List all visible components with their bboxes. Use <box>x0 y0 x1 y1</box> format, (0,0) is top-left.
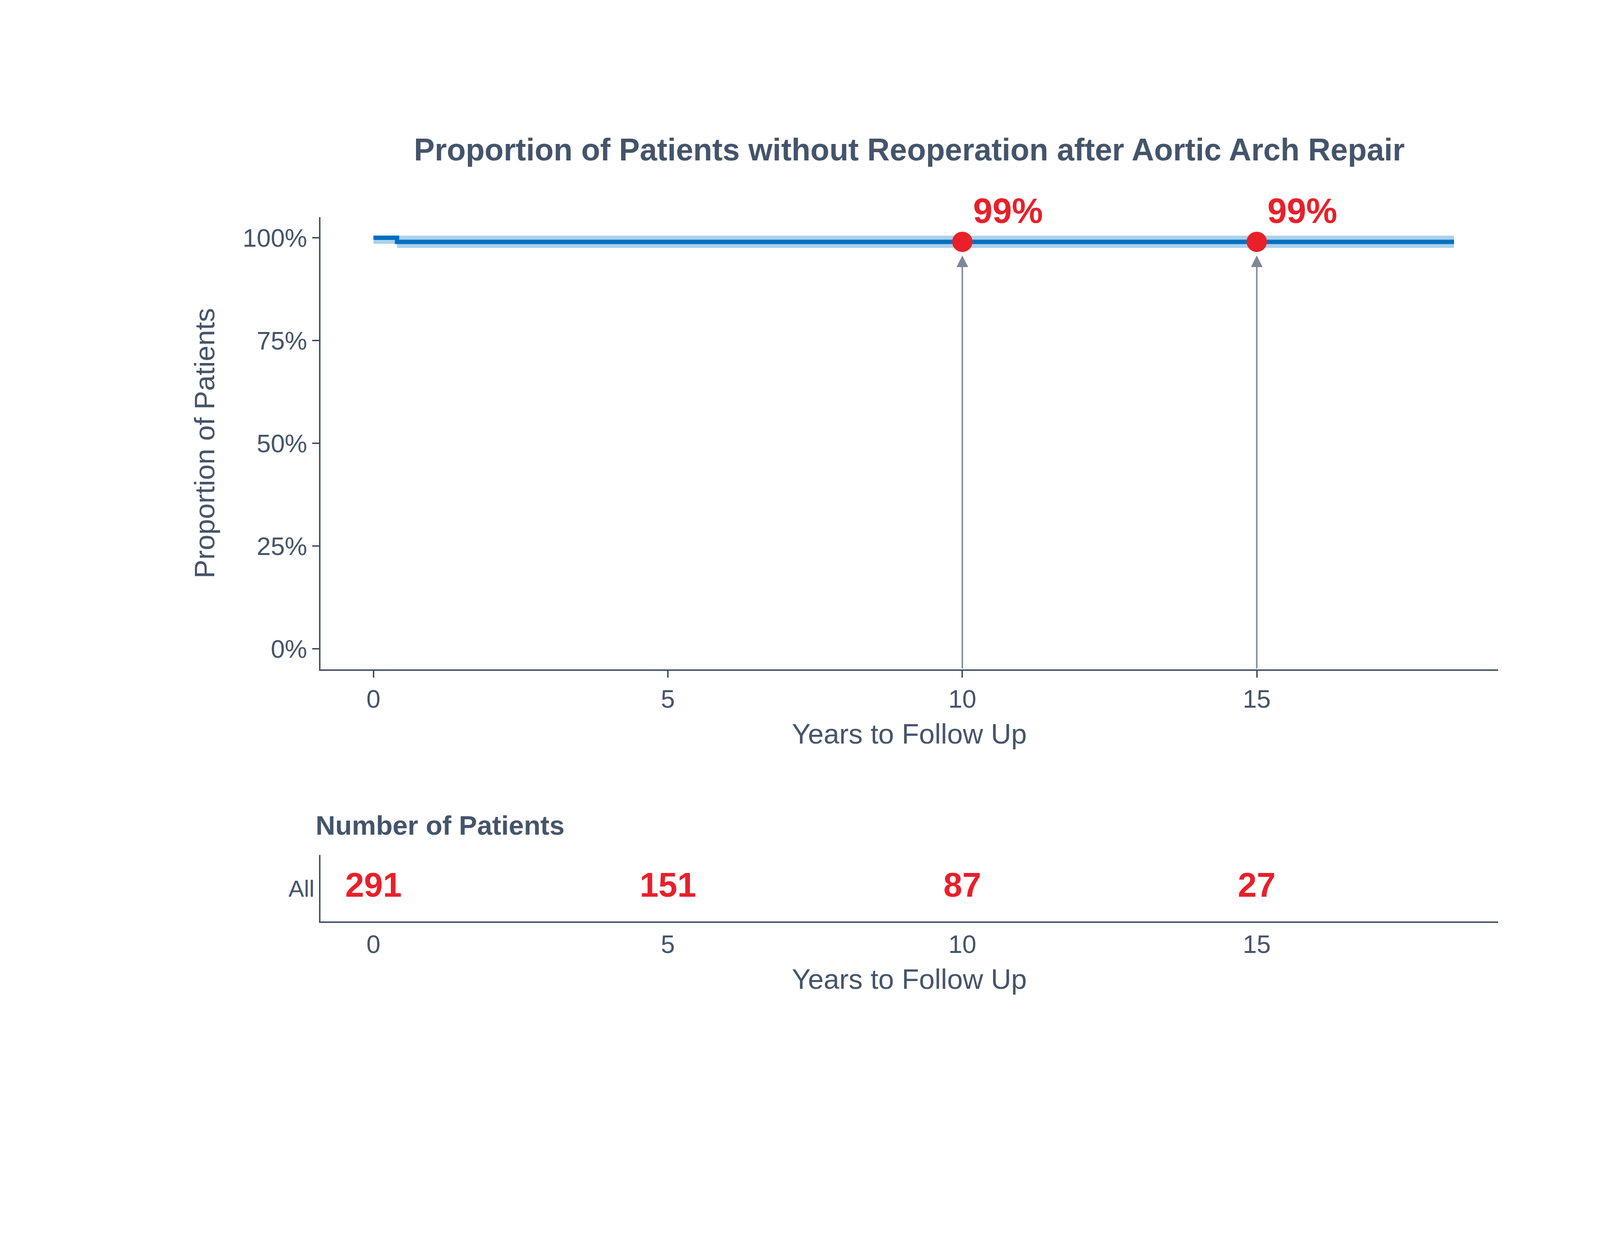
svg-text:99%: 99% <box>973 191 1043 231</box>
svg-text:75%: 75% <box>256 326 308 355</box>
svg-text:100%: 100% <box>242 224 308 253</box>
svg-text:Proportion of Patients without: Proportion of Patients without Reoperati… <box>414 132 1405 168</box>
svg-text:99%: 99% <box>1267 191 1338 231</box>
svg-text:15: 15 <box>1242 685 1271 714</box>
svg-text:15: 15 <box>1242 930 1271 959</box>
svg-text:0: 0 <box>366 685 381 714</box>
svg-text:All: All <box>288 876 315 902</box>
svg-text:25%: 25% <box>256 532 308 561</box>
svg-text:Number of Patients: Number of Patients <box>315 810 565 841</box>
svg-text:Years to Follow Up: Years to Follow Up <box>791 718 1027 750</box>
svg-text:Years to Follow Up: Years to Follow Up <box>791 963 1027 995</box>
svg-text:291: 291 <box>345 866 402 905</box>
svg-text:27: 27 <box>1237 866 1276 905</box>
svg-text:10: 10 <box>948 685 977 714</box>
svg-text:151: 151 <box>639 866 697 905</box>
svg-text:0: 0 <box>366 930 381 959</box>
svg-text:5: 5 <box>660 930 675 959</box>
svg-text:10: 10 <box>948 930 977 959</box>
svg-text:50%: 50% <box>256 429 308 458</box>
svg-text:5: 5 <box>660 685 675 714</box>
svg-text:Proportion of Patients: Proportion of Patients <box>188 308 221 579</box>
svg-text:87: 87 <box>943 866 982 905</box>
svg-text:0%: 0% <box>270 635 307 664</box>
